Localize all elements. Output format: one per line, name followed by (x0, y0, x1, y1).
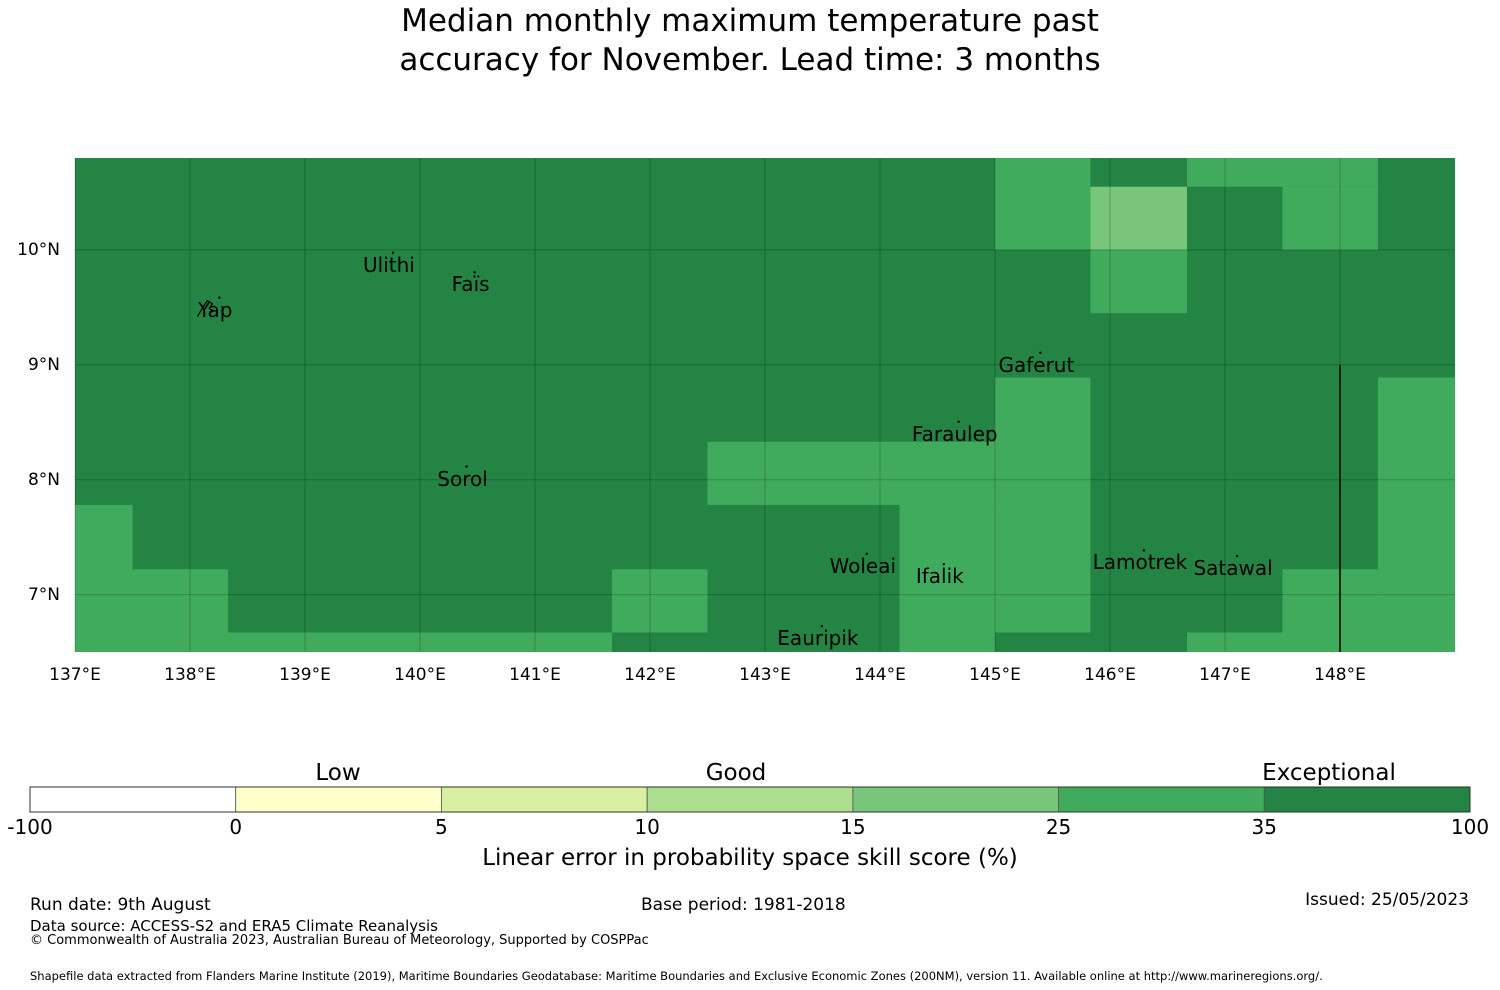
colorbar-tick-1: 0 (229, 815, 243, 839)
colorbar-segment-5 (1058, 786, 1265, 813)
island-dot-7 (942, 562, 945, 566)
colorbar-tick-2: 5 (435, 815, 448, 839)
map-title: Median monthly maximum temperature past … (0, 2, 1500, 80)
skill-cell-15 (612, 569, 708, 633)
colorbar-segment-1 (235, 786, 442, 813)
colorbar-segment-4 (852, 786, 1059, 813)
colorbar (29, 786, 1471, 813)
x-tick-label-3: 140°E (394, 665, 446, 685)
skill-cell-13 (132, 569, 228, 652)
colorbar-tick-4: 15 (840, 815, 866, 839)
island-dot-6 (865, 552, 868, 556)
y-tick-label-2: 8°N (27, 469, 60, 490)
yap-island-outline (196, 299, 215, 317)
skill-cell-4 (1187, 158, 1378, 187)
island-dot-5 (465, 465, 468, 468)
y-tick-label-0: 10°N (17, 239, 60, 260)
skill-cell-10 (1282, 569, 1378, 652)
place-label-2: Yap (198, 297, 233, 322)
x-tick-label-8: 145°E (969, 665, 1021, 685)
x-tick-label-4: 141°E (509, 665, 561, 685)
place-label-9: Satawal (1193, 556, 1273, 581)
skill-cell-1 (995, 158, 1091, 250)
title-line-2: accuracy for November. Lead time: 3 mont… (399, 42, 1101, 78)
island-dot-10 (820, 625, 824, 628)
x-tick-label-9: 146°E (1084, 665, 1136, 685)
x-tick-label-7: 144°E (854, 665, 906, 685)
colorbar-tick-7: 100 (1450, 815, 1490, 839)
island-dot-1 (473, 271, 476, 274)
x-tick-label-1: 138°E (164, 665, 216, 685)
place-label-7: Ifalik (915, 564, 964, 589)
colorbar-frame (29, 786, 1471, 813)
island-dot-4 (957, 420, 960, 423)
place-label-10: Eauripik (777, 626, 859, 651)
x-tick-label-2: 139°E (279, 665, 331, 685)
place-label-6: Woleai (829, 553, 897, 578)
skill-cell-3 (1090, 249, 1188, 314)
base-period: Base period: 1981-2018 (641, 895, 846, 915)
x-tick-label-0: 137°E (49, 665, 101, 685)
island-markers (196, 251, 1239, 628)
island-dot-8 (1142, 549, 1146, 552)
skill-cell-7 (707, 441, 995, 505)
place-label-0: Ulithi (363, 252, 415, 277)
map-gridlines (74, 158, 1455, 652)
place-label-4: Faraulep (911, 421, 998, 446)
skill-cell-5 (1282, 186, 1378, 250)
skill-cell-9 (1377, 377, 1455, 652)
colorbar-segment-3 (646, 786, 854, 813)
colorbar-tick-3: 10 (634, 815, 660, 839)
colorbar-segment-0 (29, 786, 237, 813)
skill-cell-11 (1187, 632, 1283, 652)
issued-date: Issued: 25/05/2023 (1305, 890, 1469, 910)
colorbar-segment-2 (441, 786, 648, 813)
y-tick-label-1: 9°N (27, 354, 60, 375)
colorbar-label: Linear error in probability space skill … (482, 845, 1018, 871)
island-dot-2 (218, 296, 221, 299)
x-tick-label-10: 147°E (1199, 665, 1251, 685)
skill-cells (75, 158, 1455, 652)
category-exceptional: Exceptional (1262, 760, 1396, 786)
skill-cell-2 (1090, 186, 1188, 250)
skill-cell-8 (899, 504, 995, 652)
island-dot-9 (1235, 554, 1239, 558)
colorbar-tick-5: 25 (1045, 815, 1072, 839)
skill-cell-12 (75, 504, 133, 652)
place-label-3: Gaferut (998, 352, 1075, 377)
place-label-5: Sorol (437, 466, 488, 491)
skill-cell-0 (75, 158, 1455, 652)
title-line-1: Median monthly maximum temperature past (401, 3, 1099, 39)
colorbar-tick-6: 35 (1251, 815, 1278, 839)
category-good: Good (705, 760, 767, 786)
shapefile-credit: Shapefile data extracted from Flanders M… (30, 969, 1323, 983)
x-tick-label-6: 143°E (739, 665, 791, 685)
run-date: Run date: 9th August (30, 895, 211, 915)
copyright: © Commonwealth of Australia 2023, Austra… (30, 933, 649, 948)
x-tick-label-5: 142°E (624, 665, 676, 685)
x-tick-label-11: 148°E (1314, 665, 1366, 685)
colorbar-segment-6 (1263, 786, 1471, 813)
skill-cell-14 (227, 632, 613, 652)
colorbar-tick-0: -100 (7, 815, 53, 839)
category-low: Low (315, 760, 361, 786)
place-label-1: Faïs (451, 272, 490, 297)
y-tick-label-3: 7°N (27, 584, 60, 605)
skill-cell-6 (995, 377, 1091, 633)
island-dot-3 (1039, 351, 1042, 354)
island-dot-0 (391, 251, 395, 255)
data-source: Data source: ACCESS-S2 and ERA5 Climate … (30, 917, 438, 935)
place-label-8: Lamotrek (1092, 550, 1188, 575)
